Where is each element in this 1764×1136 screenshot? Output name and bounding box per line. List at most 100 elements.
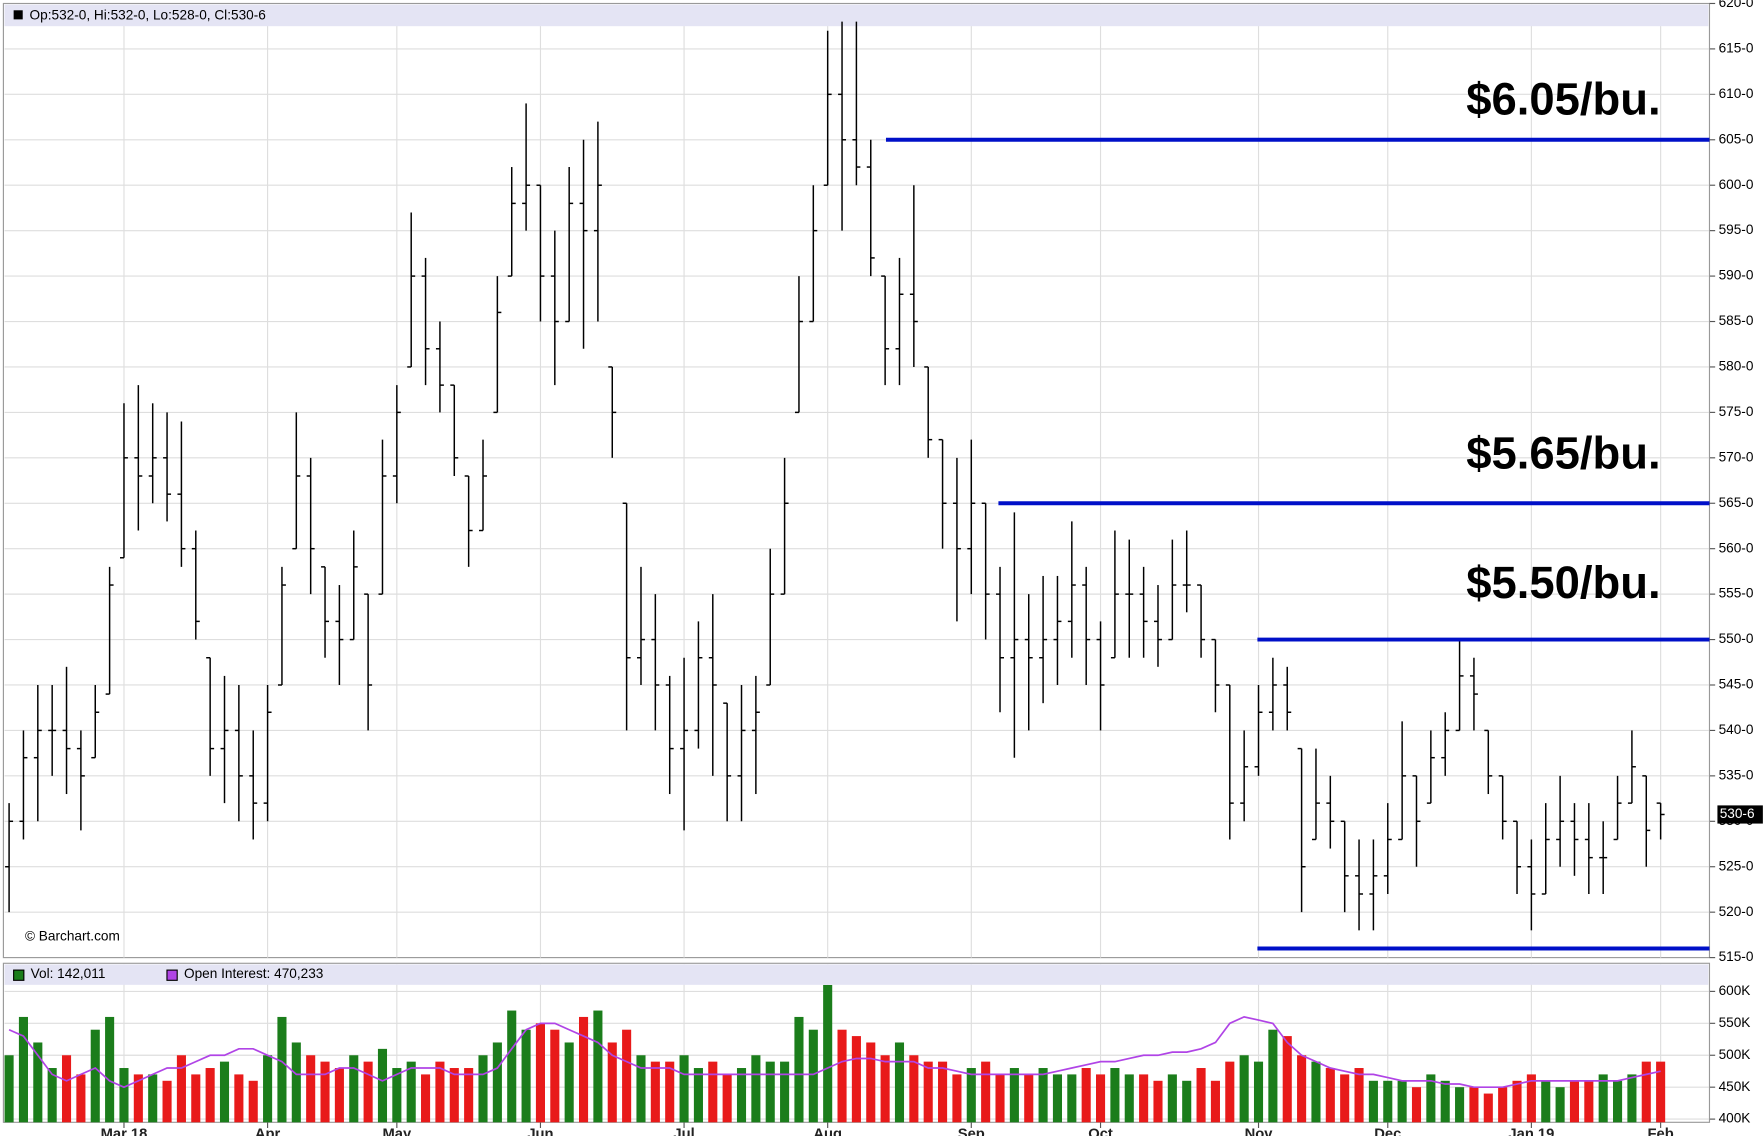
volume-bar [1110,1068,1120,1123]
legend-entry: Vol: 142,011 [31,966,106,981]
volume-bar [952,1074,962,1123]
y-tick-label: 535-0 [1719,767,1754,782]
y-tick-label: 500K [1719,1047,1751,1062]
volume-bar [1340,1074,1350,1123]
y-tick-label: 520-0 [1719,904,1754,919]
volume-bar [521,1029,531,1123]
volume-bar [622,1029,632,1123]
volume-bar [923,1061,933,1123]
legend-entry: Open Interest: 470,233 [184,966,323,981]
level-label: $6.05/bu. [1466,73,1660,124]
volume-bar [1555,1087,1565,1123]
volume-bar [248,1080,258,1123]
volume-bar [349,1055,359,1123]
volume-bar [550,1029,560,1123]
volume-bar [392,1068,402,1123]
x-tick-label: May [382,1127,411,1136]
volume-bar [205,1068,215,1123]
y-tick-label: 605-0 [1719,131,1754,146]
volume-bar [1541,1080,1551,1123]
y-tick-label: 515-0 [1719,949,1754,964]
volume-bar [1311,1061,1321,1123]
x-tick-label: Jul [673,1127,694,1136]
y-tick-label: 595-0 [1719,222,1754,237]
volume-bar [1656,1061,1666,1123]
volume-bar [61,1055,72,1123]
x-tick-label: Aug [813,1127,842,1136]
y-tick-label: 590-0 [1719,268,1754,283]
volume-bar [1024,1074,1034,1123]
volume-bar [837,1029,847,1123]
y-tick-label: 615-0 [1719,41,1754,56]
volume-bar [76,1074,86,1123]
volume-bar [1498,1087,1508,1123]
x-tick-label: Jun [527,1127,553,1136]
volume-bar [1282,1036,1292,1123]
volume-bar [938,1061,948,1123]
x-tick-label: Apr [255,1127,281,1136]
y-tick-label: 580-0 [1719,359,1754,374]
y-tick-label: 545-0 [1719,677,1754,692]
volume-bar [162,1080,172,1123]
volume-bar [650,1061,660,1123]
y-tick-label: 550K [1719,1015,1751,1030]
x-tick-label: Feb [1648,1127,1674,1136]
volume-bar [564,1042,574,1123]
open-interest-line [8,1016,1661,1089]
y-tick-label: 560-0 [1719,540,1754,555]
volume-bar [406,1061,416,1123]
volume-bar [693,1068,703,1123]
volume-bar [636,1055,646,1123]
volume-bar [1038,1068,1048,1123]
volume-bar [191,1074,201,1123]
last-price-label: 530-6 [1720,806,1755,821]
y-tick-label: 610-0 [1719,86,1754,101]
y-tick-label: 400K [1719,1111,1751,1126]
volume-bar [593,1010,603,1123]
volume-bar [4,1055,14,1123]
volume-bar [47,1068,57,1123]
volume-bar [578,1016,589,1123]
level-label: $5.65/bu. [1466,428,1660,479]
volume-bar [794,1016,804,1123]
volume-bar [665,1061,675,1123]
volume-bar [995,1074,1005,1123]
x-tick-label: Mar 18 [101,1127,148,1136]
volume-bar [1526,1074,1536,1123]
level-label: $5.50/bu. [1466,557,1660,608]
volume-bar [808,1029,818,1123]
volume-bar [1598,1074,1608,1123]
volume-bar [1455,1087,1465,1123]
y-tick-label: 570-0 [1719,449,1754,464]
volume-bar [119,1068,129,1123]
y-tick-label: 575-0 [1719,404,1754,419]
x-tick-label: Sep [958,1127,985,1136]
volume-header [4,964,1709,985]
volume-bar [492,1042,502,1123]
volume-bar [851,1036,861,1123]
volume-bar [1210,1080,1220,1123]
volume-bar [449,1068,459,1123]
legend-swatch [13,969,25,981]
volume-bar [1239,1055,1249,1123]
volume-bar [966,1068,976,1123]
volume-bar [478,1055,488,1123]
x-tick-label: Oct [1088,1127,1113,1136]
volume-bar [607,1042,617,1123]
legend-swatch [13,10,23,20]
volume-bar [464,1068,474,1123]
volume-bar [306,1055,316,1123]
y-tick-label: 450K [1719,1079,1751,1094]
volume-bar [33,1042,43,1123]
volume-bar [1268,1029,1278,1123]
volume-bar [1397,1080,1407,1123]
volume-bar [708,1061,718,1123]
volume-bar [1368,1080,1378,1123]
source: © Barchart.com [25,929,120,944]
volume-bar [1613,1080,1623,1123]
volume-bar [133,1074,143,1123]
price-header-text: Op:532-0, Hi:532-0, Lo:528-0, Cl:530-6 [30,8,266,23]
volume-bar [909,1055,919,1123]
x-tick-label: Dec [1374,1127,1401,1136]
volume-bar [320,1061,330,1123]
